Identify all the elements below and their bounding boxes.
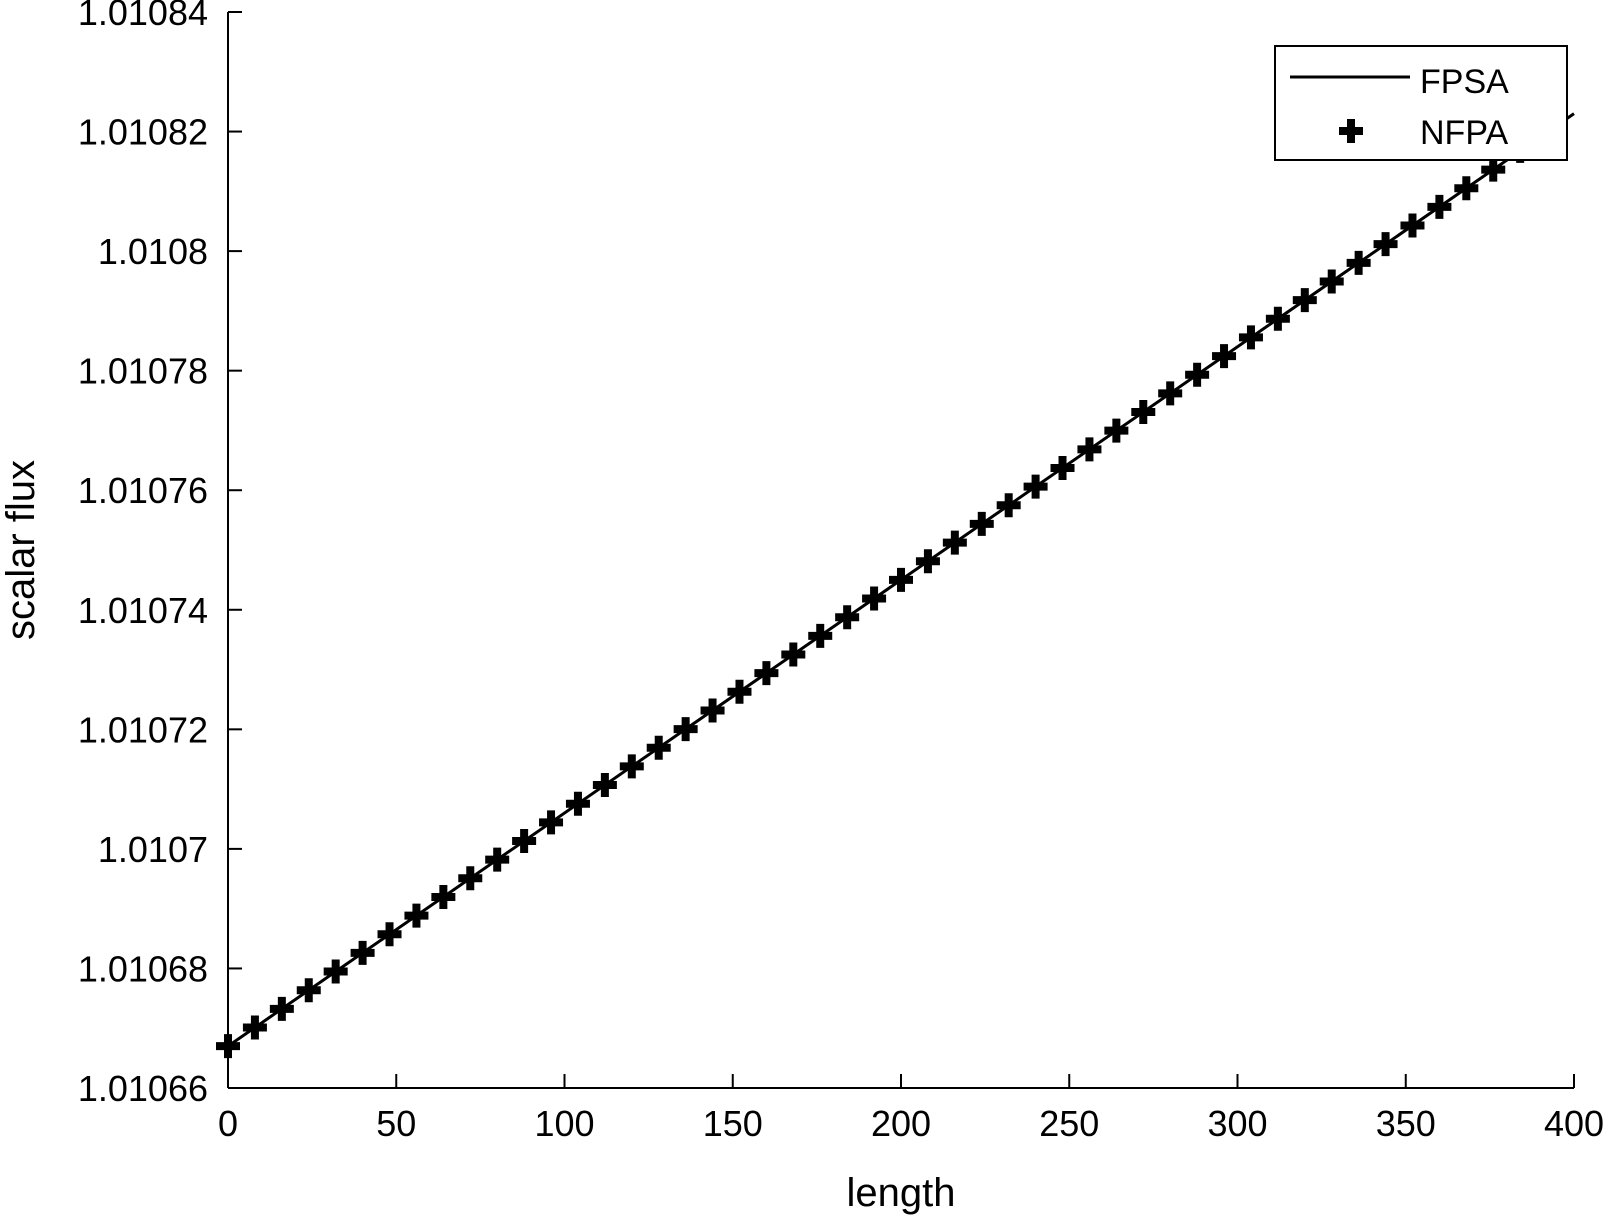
series-nfpa-marker <box>431 884 456 909</box>
x-tick-label: 150 <box>703 1103 763 1144</box>
series-nfpa-marker <box>269 996 294 1021</box>
y-tick-label: 1.01074 <box>78 590 208 631</box>
series-nfpa-marker <box>485 847 510 872</box>
series-nfpa-marker <box>1319 269 1344 294</box>
series-nfpa-marker <box>1346 250 1371 275</box>
series-nfpa-marker <box>242 1015 267 1040</box>
series-nfpa-marker <box>700 698 725 723</box>
series-nfpa-marker <box>1238 325 1263 350</box>
series-nfpa-marker <box>1400 213 1425 238</box>
x-tick-label: 100 <box>534 1103 594 1144</box>
series-nfpa-marker <box>781 642 806 667</box>
series-nfpa-marker <box>539 810 564 835</box>
series-nfpa-marker <box>1481 157 1506 182</box>
series-nfpa-marker <box>1265 306 1290 331</box>
series-nfpa-marker <box>1104 418 1129 443</box>
series-nfpa-marker <box>1023 474 1048 499</box>
series-nfpa-marker <box>1427 194 1452 219</box>
series-nfpa-marker <box>727 679 752 704</box>
series-nfpa-marker <box>1131 400 1156 425</box>
y-tick-label: 1.01078 <box>78 351 208 392</box>
series-nfpa-marker <box>673 717 698 742</box>
series-nfpa-marker <box>1158 381 1183 406</box>
series-nfpa-marker <box>1212 344 1237 369</box>
y-tick-label: 1.01076 <box>78 470 208 511</box>
y-axis-title: scalar flux <box>0 460 43 640</box>
x-axis-title: length <box>847 1171 956 1215</box>
series-nfpa-marker <box>808 623 833 648</box>
legend: FPSA NFPA <box>1274 45 1568 161</box>
series-nfpa-marker <box>619 754 644 779</box>
legend-nfpa-plus-swatch <box>1339 119 1363 143</box>
x-tick-label: 300 <box>1207 1103 1267 1144</box>
series-nfpa-marker <box>754 661 779 686</box>
y-tick-label: 1.01068 <box>78 948 208 989</box>
x-tick-label: 400 <box>1544 1103 1604 1144</box>
series-nfpa-marker <box>296 978 321 1003</box>
series-nfpa-marker <box>1292 288 1317 313</box>
x-tick-label: 0 <box>218 1103 238 1144</box>
legend-label-fpsa: FPSA <box>1420 63 1509 101</box>
series-nfpa-marker <box>1185 362 1210 387</box>
series-nfpa-marker <box>323 959 348 984</box>
series-nfpa-marker <box>889 567 913 592</box>
series-nfpa-marker <box>458 866 483 891</box>
series-layer <box>216 112 1575 1059</box>
y-tick-label: 1.01084 <box>78 0 208 33</box>
series-nfpa-marker <box>1454 176 1479 201</box>
legend-label-nfpa: NFPA <box>1420 114 1508 152</box>
series-nfpa-marker <box>835 605 860 630</box>
series-nfpa-marker <box>512 828 537 853</box>
series-nfpa-marker <box>646 735 671 760</box>
x-tick-label: 250 <box>1039 1103 1099 1144</box>
y-tick-label: 1.0107 <box>98 829 208 870</box>
series-nfpa-marker <box>862 586 887 611</box>
axes: 0 50 100 150 200 250 300 350 400 1.01066 1.01068 1.… <box>78 0 1604 1144</box>
series-nfpa-marker <box>377 922 402 947</box>
series-nfpa-marker <box>969 511 994 536</box>
series-nfpa-marker <box>592 773 617 798</box>
y-tick-label: 1.01082 <box>78 112 208 153</box>
y-tick-label: 1.01072 <box>78 709 208 750</box>
series-nfpa-marker <box>350 940 375 965</box>
x-tick-label: 50 <box>376 1103 416 1144</box>
series-nfpa-marker <box>404 903 429 928</box>
series-nfpa-marker <box>1077 437 1102 462</box>
series-nfpa-marker <box>216 1034 240 1059</box>
series-nfpa-marker <box>996 493 1021 518</box>
x-tick-label: 200 <box>871 1103 931 1144</box>
legend-box <box>1274 45 1568 161</box>
series-nfpa-marker <box>942 530 967 555</box>
series-nfpa-marker <box>1050 455 1075 480</box>
x-tick-label: 350 <box>1376 1103 1436 1144</box>
y-tick-label: 1.01066 <box>78 1068 208 1109</box>
series-nfpa-marker <box>565 791 590 816</box>
series-nfpa-marker <box>1373 232 1398 257</box>
series-nfpa-marker <box>915 549 940 574</box>
y-tick-label: 1.0108 <box>98 231 208 272</box>
